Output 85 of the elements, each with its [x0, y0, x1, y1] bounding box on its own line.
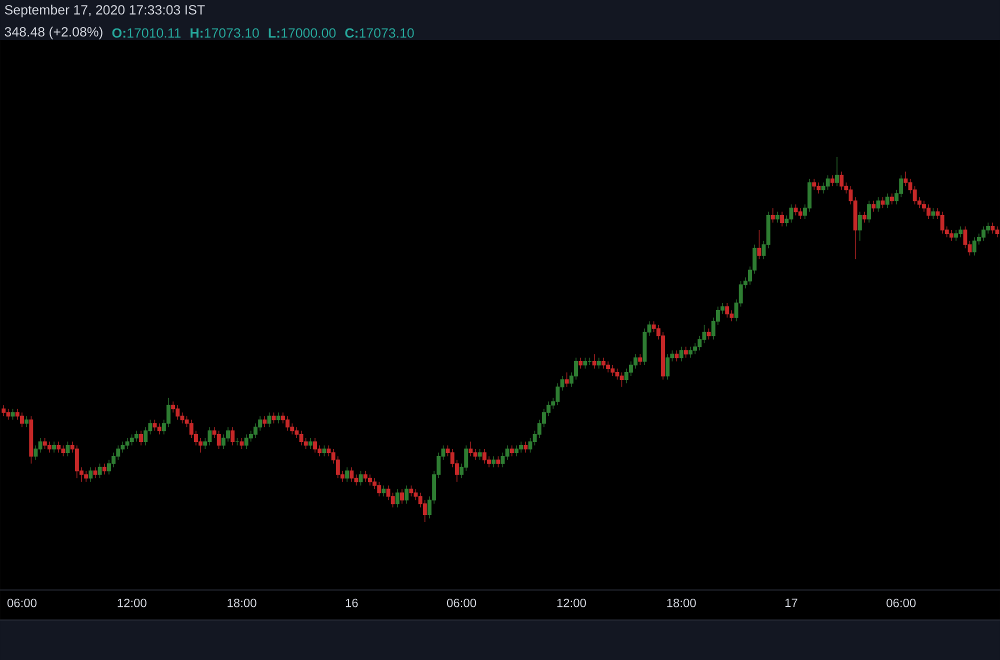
candlestick [757, 230, 762, 260]
candlestick [858, 211, 862, 242]
candlestick [88, 466, 93, 482]
candlestick [578, 357, 583, 370]
candlestick [679, 346, 684, 362]
candlestick [666, 354, 670, 380]
candlestick [872, 200, 876, 212]
candlestick [840, 171, 844, 190]
candlestick [139, 430, 144, 446]
candlestick [867, 200, 872, 224]
candlestick [775, 211, 780, 224]
candlestick [358, 470, 363, 486]
candlestick [134, 430, 138, 442]
candlestick [990, 222, 995, 234]
x-tick-label: 12:00 [557, 598, 586, 608]
x-tick-label: 18:00 [228, 598, 256, 608]
candlestick [524, 441, 528, 453]
candlestick [830, 174, 834, 187]
candlestick [230, 426, 235, 446]
candlestick [492, 456, 496, 468]
candlestick [29, 416, 34, 464]
candlestick [949, 230, 954, 242]
candlestick [313, 438, 318, 453]
candlestick [862, 211, 866, 224]
text: 348.48 (+2.08%) [4, 26, 102, 40]
candlestick [102, 463, 106, 475]
candlestick [564, 372, 569, 388]
candlestick [322, 445, 326, 457]
candlestick [826, 174, 830, 190]
candlestick [478, 448, 482, 460]
candlestick [780, 211, 784, 227]
text: H:17073.10 [190, 28, 259, 38]
candlestick [395, 488, 400, 508]
candlestick [812, 178, 816, 190]
candlestick [876, 196, 880, 212]
text: L:17000.00 [268, 28, 336, 38]
candlestick [496, 456, 500, 468]
candlestick [684, 346, 688, 358]
candlestick [592, 354, 596, 370]
candlestick [880, 196, 885, 208]
candlestick [409, 485, 414, 497]
candlestick [885, 193, 890, 208]
x-tick-label: 18:00 [667, 598, 696, 608]
x-tick-label: 06:00 [7, 598, 37, 608]
candlestick [890, 193, 894, 205]
candlestick [835, 156, 839, 187]
candlestick [10, 408, 15, 420]
candlestick [216, 430, 221, 450]
x-tick-label: 06:00 [886, 598, 916, 608]
candlestick [24, 416, 29, 428]
candlestick [93, 466, 98, 479]
candlestick [235, 438, 240, 446]
candlestick [272, 412, 276, 424]
chart-title: September 17, 2020 17:33:03 IST [4, 4, 205, 18]
candlestick [382, 485, 386, 497]
candlestick [66, 441, 70, 457]
candlestick [770, 208, 775, 224]
candlestick [931, 208, 936, 220]
candlestick [725, 302, 730, 318]
candlestick [52, 441, 56, 453]
text: O:17010.11 [112, 28, 181, 38]
candlestick [510, 445, 514, 457]
candlestick [596, 357, 601, 370]
x-tick-label: 17 [785, 598, 798, 607]
candlestick [276, 412, 280, 424]
text: C:17073.10 [345, 28, 414, 38]
candlestick [638, 354, 642, 366]
candlestick [47, 441, 52, 453]
x-tick-label: 16 [346, 598, 358, 608]
candlestick [308, 438, 312, 450]
candlestick [56, 441, 61, 453]
candlestick [706, 328, 711, 340]
x-tick-label: 12:00 [118, 598, 146, 608]
candlestick [954, 230, 958, 242]
candlestick [262, 416, 267, 428]
candlestick [798, 208, 802, 220]
candlestick [350, 466, 354, 482]
candlestick [404, 485, 409, 504]
candlestick [157, 423, 162, 435]
candlestick [400, 488, 404, 504]
candlestick [583, 357, 588, 370]
candlestick [345, 466, 350, 482]
candlestick [2, 404, 6, 416]
x-tick-label: 06:00 [446, 598, 476, 608]
candlestick [98, 463, 102, 479]
